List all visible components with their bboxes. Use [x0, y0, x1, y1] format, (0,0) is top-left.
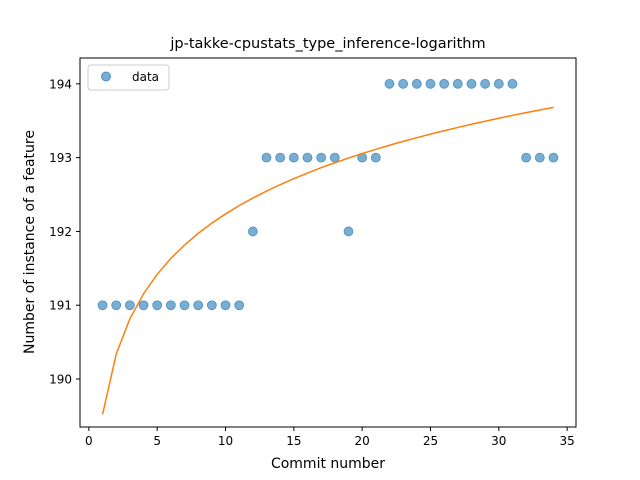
data-point: [452, 78, 463, 89]
data-point: [507, 78, 518, 89]
data-point: [425, 78, 436, 89]
x-tick-label: 35: [559, 434, 574, 448]
data-point: [247, 226, 258, 237]
data-point: [384, 78, 395, 89]
axes-frame: [79, 57, 577, 428]
data-point: [439, 78, 450, 89]
data-point: [534, 152, 545, 163]
data-point: [343, 226, 354, 237]
x-tick-label: 5: [153, 434, 161, 448]
y-axis: 190 191 192 193 194: [49, 77, 80, 387]
data-point: [288, 152, 299, 163]
y-tick-label: 194: [49, 77, 72, 91]
legend-label: data: [132, 70, 159, 84]
x-axis: 0 5 10 15 20 25 30 35: [85, 427, 575, 448]
data-point: [370, 152, 381, 163]
data-point: [179, 300, 190, 311]
plot-area: [97, 78, 559, 415]
data-point: [261, 152, 272, 163]
data-point: [206, 300, 217, 311]
y-tick-label: 192: [49, 225, 72, 239]
data-point: [411, 78, 422, 89]
y-axis-label: Number of instance of a feature: [22, 130, 38, 354]
data-point: [234, 300, 245, 311]
data-point: [548, 152, 559, 163]
legend-marker: [101, 71, 111, 82]
y-tick-label: 191: [49, 299, 72, 313]
x-tick-label: 0: [85, 434, 93, 448]
data-point: [124, 300, 135, 311]
data-point: [466, 78, 477, 89]
data-point: [493, 78, 504, 89]
data-point: [480, 78, 491, 89]
x-axis-label: Commit number: [271, 456, 385, 472]
x-tick-label: 10: [218, 434, 233, 448]
data-point: [302, 152, 313, 163]
data-point: [193, 300, 204, 311]
legend: data: [87, 64, 170, 91]
chart-title: jp-takke-cpustats_type_inference-logarit…: [169, 36, 485, 52]
data-point: [220, 300, 231, 311]
x-tick-label: 15: [286, 434, 301, 448]
x-tick-label: 30: [491, 434, 506, 448]
data-point: [152, 300, 163, 311]
data-point: [398, 78, 409, 89]
fit-line: [101, 106, 554, 415]
y-tick-label: 190: [49, 373, 72, 387]
data-point: [138, 300, 149, 311]
data-point: [165, 300, 176, 311]
data-point: [316, 152, 327, 163]
data-point: [111, 300, 122, 311]
data-point: [329, 152, 340, 163]
data-point: [521, 152, 532, 163]
x-tick-label: 25: [423, 434, 438, 448]
x-tick-label: 20: [355, 434, 370, 448]
y-tick-label: 193: [49, 151, 72, 165]
data-point: [275, 152, 286, 163]
data-point: [97, 300, 108, 311]
legend-box: [87, 64, 170, 91]
